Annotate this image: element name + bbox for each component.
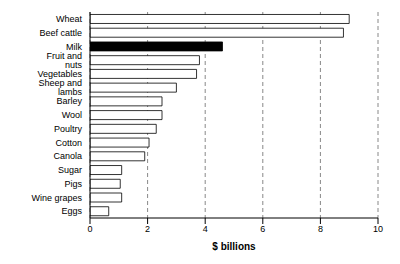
svg-text:Poultry: Poultry <box>54 124 83 134</box>
svg-text:Canola: Canola <box>53 151 82 161</box>
svg-text:Wine grapes: Wine grapes <box>31 193 82 203</box>
svg-text:8: 8 <box>318 224 323 234</box>
svg-text:2: 2 <box>145 224 150 234</box>
svg-text:4: 4 <box>203 224 208 234</box>
svg-text:10: 10 <box>373 224 383 234</box>
svg-text:Barley: Barley <box>56 96 82 106</box>
svg-text:6: 6 <box>260 224 265 234</box>
svg-text:Cotton: Cotton <box>55 138 82 148</box>
svg-text:Fruit andnuts: Fruit andnuts <box>46 51 82 70</box>
svg-text:0: 0 <box>87 224 92 234</box>
svg-text:Sheep andlambs: Sheep andlambs <box>38 78 82 97</box>
svg-text:Wool: Wool <box>62 110 82 120</box>
svg-text:Wheat: Wheat <box>56 14 83 24</box>
svg-text:Beef cattle: Beef cattle <box>39 28 82 38</box>
svg-text:Milk: Milk <box>66 41 82 52</box>
svg-text:$ billions: $ billions <box>212 241 256 252</box>
svg-text:Vegetables: Vegetables <box>37 69 82 79</box>
svg-text:Sugar: Sugar <box>58 165 82 175</box>
svg-text:Pigs: Pigs <box>64 179 82 189</box>
svg-text:Eggs: Eggs <box>61 206 82 216</box>
